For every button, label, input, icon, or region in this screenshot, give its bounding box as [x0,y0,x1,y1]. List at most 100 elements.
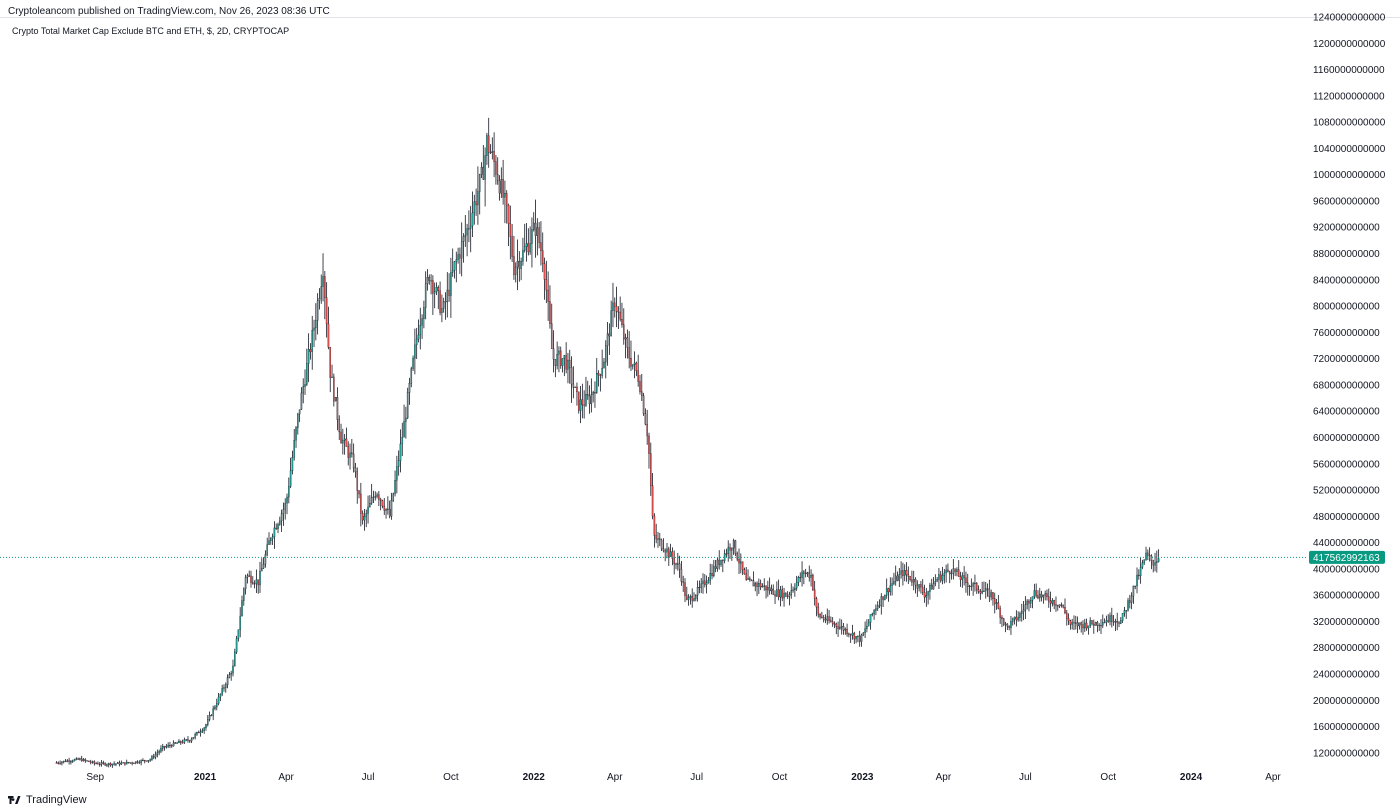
candle-body [810,575,812,578]
candle-body [1109,615,1111,622]
candle-body [858,635,861,642]
candle-body [709,573,711,581]
candle-body [385,509,387,511]
candle-body [682,581,684,583]
candle-body [1076,622,1079,627]
candle-body [923,592,926,598]
candle-body [527,243,530,253]
candle-body [833,623,836,625]
candle-body [577,391,580,411]
candle-body [104,763,106,766]
candle-body [482,166,485,180]
footer: TradingView [8,792,87,808]
candle-body [340,431,342,444]
candle-body [1082,624,1084,629]
candle-body [460,241,463,259]
candle-body [435,287,438,292]
candle-body [828,616,830,621]
candle-body [594,392,596,394]
candle-body [695,595,697,599]
candle-body [289,470,292,487]
candle-body [361,513,364,521]
candle-body [1094,622,1097,626]
candle-body [246,575,249,578]
candle-body [664,550,666,553]
candle-body [655,535,657,540]
candle-body [397,460,400,467]
candle-body [264,554,267,565]
candle-body [365,513,368,517]
candle-body [604,345,607,363]
y-tick-label: 1240000000000 [1313,13,1386,24]
x-tick-label: Jul [1019,772,1032,783]
candle-body [271,536,274,539]
y-tick-label: 920000000000 [1313,223,1380,234]
candle-body [558,350,560,355]
candle-body [471,212,474,227]
candle-body [414,344,416,359]
candle-body [158,751,160,753]
candle-body [82,759,85,762]
candle-body [433,291,436,294]
candle-body [129,762,132,764]
candle-body [525,243,528,248]
candle-body [453,261,456,271]
candle-body [320,286,323,299]
candle-body [504,193,506,198]
candle-body [522,250,524,262]
candle-body [795,582,798,589]
candle-body [498,180,501,194]
x-tick-label: Apr [936,772,952,783]
candle-body [974,582,976,585]
candle-body [118,762,121,765]
candle-body [959,576,962,580]
y-tick-label: 480000000000 [1313,512,1380,523]
candle-body [927,591,929,596]
candle-body [124,762,126,765]
candle-body [75,758,78,760]
candle-body [93,761,96,764]
candle-body [165,746,168,748]
candle-body [302,386,305,394]
candle-body [140,760,142,763]
candle-body [228,674,231,678]
candle-body [1136,574,1138,587]
last-price-badge: 417562992163 [1309,550,1385,564]
candle-body [406,392,409,419]
candle-body [603,361,605,369]
candle-body [797,577,800,583]
y-tick-label: 720000000000 [1313,354,1380,365]
last-price-badge-bg [1309,550,1385,564]
candle-body [347,446,350,458]
candle-body [138,762,141,764]
candle-body [478,174,481,192]
candle-body [450,272,452,296]
candle-body [226,677,229,686]
candle-body [215,703,218,708]
candle-body [1031,596,1034,601]
y-tick-label: 1160000000000 [1313,65,1385,76]
candle-body [261,568,263,572]
symbol-legend[interactable]: Crypto Total Market Cap Exclude BTC and … [12,26,290,36]
candle-body [830,620,832,622]
candle-body [197,732,200,734]
candle-body [894,575,897,582]
footer-brand: TradingView [26,794,87,806]
candle-body [945,569,947,574]
candles-layer [55,117,1160,768]
candle-body [304,384,306,387]
candle-body [786,596,789,598]
candle-body [831,621,834,624]
candle-body [345,438,348,447]
candle-body [853,632,856,640]
candle-body [572,383,575,388]
candle-body [1091,620,1093,625]
candle-body [986,588,989,590]
candle-body [219,693,222,698]
candle-body [1084,622,1086,629]
candle-body [696,586,699,596]
price-chart[interactable]: 120000000000 160000000000 200000000000 2400… [0,0,1400,790]
candle-body [673,558,675,565]
candle-body [383,505,386,511]
candle-body [754,583,757,587]
